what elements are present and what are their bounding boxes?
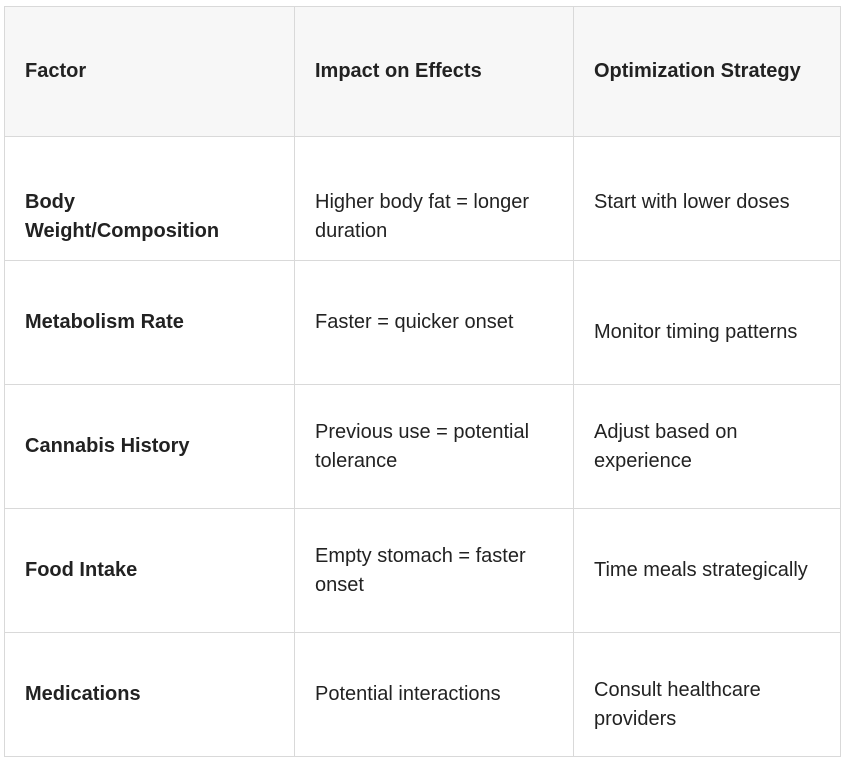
cell-strategy: Monitor timing patterns	[573, 260, 841, 385]
cell-factor: Body Weight/Composition	[4, 136, 295, 261]
cell-strategy: Start with lower doses	[573, 136, 841, 261]
header-impact: Impact on Effects	[294, 6, 574, 137]
header-row: Factor Impact on Effects Optimization St…	[4, 6, 841, 137]
table-body: Body Weight/Composition Higher body fat …	[4, 136, 841, 757]
table-row: Body Weight/Composition Higher body fat …	[4, 136, 841, 261]
cell-factor: Metabolism Rate	[4, 260, 295, 385]
cell-strategy: Time meals strategically	[573, 508, 841, 633]
table-row: Metabolism Rate Faster = quicker onset M…	[4, 260, 841, 385]
table-row: Medications Potential interactions Consu…	[4, 632, 841, 757]
cell-factor: Cannabis History	[4, 384, 295, 509]
cell-factor: Food Intake	[4, 508, 295, 633]
cell-impact: Faster = quicker onset	[294, 260, 574, 385]
cell-impact: Empty stomach = faster onset	[294, 508, 574, 633]
cell-impact: Higher body fat = longer duration	[294, 136, 574, 261]
cell-strategy: Adjust based on experience	[573, 384, 841, 509]
cell-impact: Potential interactions	[294, 632, 574, 757]
cell-impact: Previous use = potential tolerance	[294, 384, 574, 509]
header-factor: Factor	[4, 6, 295, 137]
table-header: Factor Impact on Effects Optimization St…	[4, 6, 841, 137]
table-row: Food Intake Empty stomach = faster onset…	[4, 508, 841, 633]
header-strategy: Optimization Strategy	[573, 6, 841, 137]
factors-table: Factor Impact on Effects Optimization St…	[4, 6, 841, 757]
cell-strategy: Consult healthcare providers	[573, 632, 841, 757]
table-row: Cannabis History Previous use = potentia…	[4, 384, 841, 509]
cell-factor: Medications	[4, 632, 295, 757]
